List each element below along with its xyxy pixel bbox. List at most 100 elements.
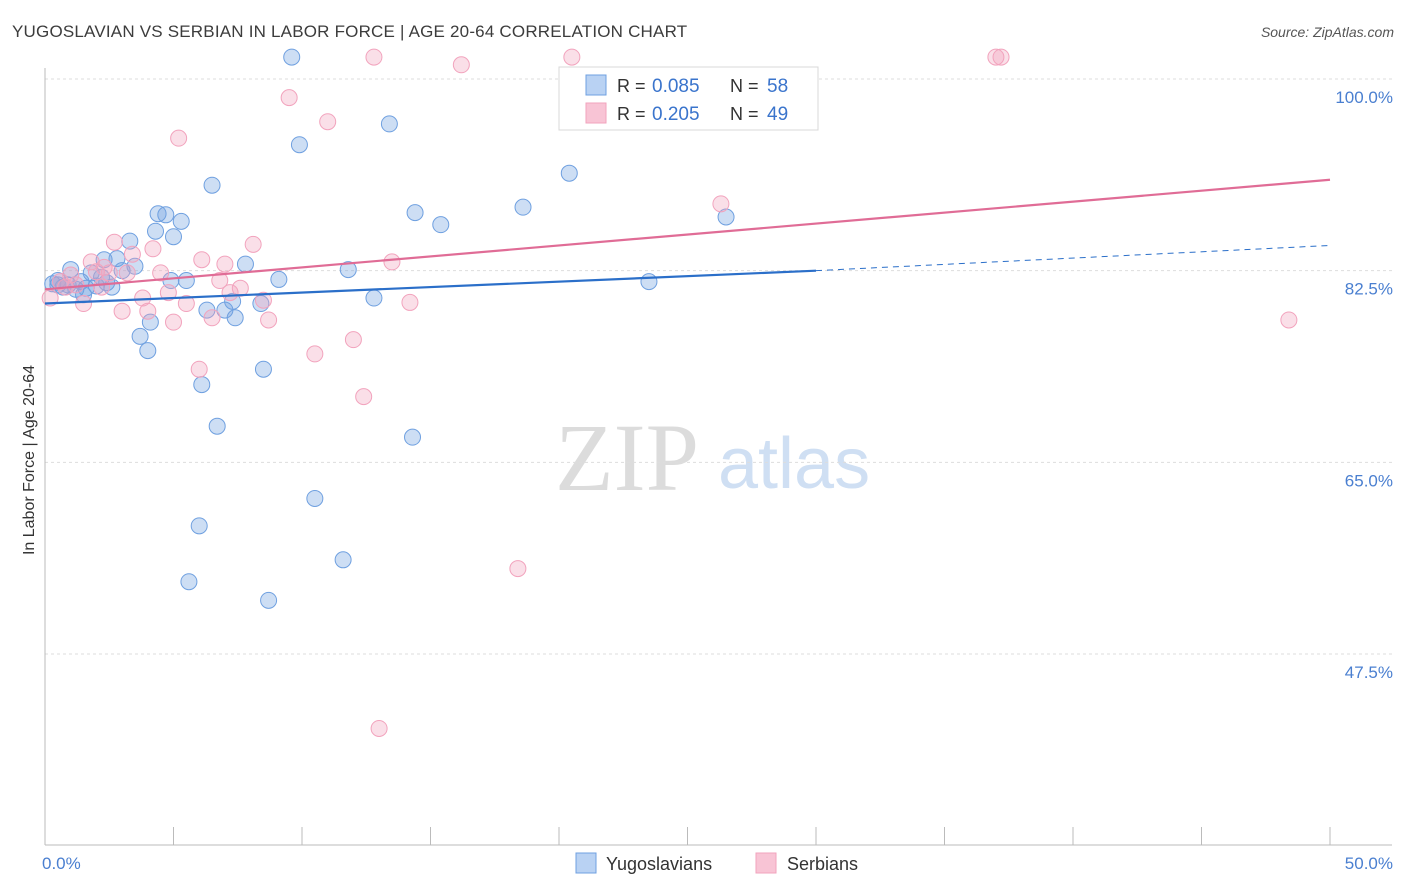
point-yugoslavians xyxy=(180,573,198,591)
bottom-legend-label-serbians: Serbians xyxy=(787,854,858,874)
point-serbians xyxy=(509,560,527,578)
point-yugoslavians xyxy=(165,228,182,246)
point-serbians xyxy=(383,253,401,271)
legend-swatch-serbians xyxy=(585,102,607,124)
point-serbians xyxy=(144,240,162,258)
point-serbians xyxy=(987,48,1005,66)
chart-source: Source: ZipAtlas.com xyxy=(1260,24,1394,40)
series-legend: Yugoslavians Serbians xyxy=(575,852,858,874)
point-serbians xyxy=(87,263,105,281)
point-yugoslavians xyxy=(226,309,244,327)
point-yugoslavians xyxy=(252,295,270,313)
point-yugoslavians xyxy=(365,289,383,307)
point-serbians xyxy=(67,276,85,294)
point-serbians xyxy=(100,264,118,282)
bottom-legend-label-yugoslavians: Yugoslavians xyxy=(606,854,712,874)
point-serbians xyxy=(712,195,730,213)
point-serbians xyxy=(118,264,136,282)
point-yugoslavians xyxy=(283,48,301,66)
legend-n-value-yugoslavians: 58 xyxy=(767,76,788,97)
legend-r-value-yugoslavians: 0.085 xyxy=(652,76,700,97)
watermark-zip: ZIP xyxy=(555,404,699,511)
x-axis-ticks xyxy=(173,827,1331,845)
scatter-points xyxy=(41,48,1298,737)
stats-legend: R = 0.085 N = 58 R = 0.205 N = 49 xyxy=(558,66,819,131)
point-yugoslavians xyxy=(270,270,288,288)
point-serbians xyxy=(193,251,211,269)
point-yugoslavians xyxy=(131,327,149,345)
legend-swatch-yugoslavians xyxy=(585,74,607,96)
point-yugoslavians xyxy=(339,261,357,279)
legend-r-label-2: R = xyxy=(617,104,646,124)
point-serbians xyxy=(190,360,208,378)
point-serbians xyxy=(177,295,195,313)
trend-lines xyxy=(44,178,1331,305)
point-serbians xyxy=(452,56,470,74)
point-yugoslavians xyxy=(254,360,272,378)
point-yugoslavians xyxy=(141,313,159,331)
x-tick-labels: 0.0% 50.0% xyxy=(42,854,1393,873)
y-tick-label: 82.5% xyxy=(1345,280,1393,299)
point-yugoslavians xyxy=(404,428,422,446)
point-serbians xyxy=(105,233,123,251)
point-serbians xyxy=(306,345,324,363)
point-yugoslavians xyxy=(380,115,398,133)
point-yugoslavians xyxy=(203,176,221,194)
point-serbians xyxy=(401,293,419,311)
point-serbians xyxy=(260,311,278,329)
trend-line-yugoslavians-extension xyxy=(815,244,1331,272)
point-yugoslavians xyxy=(334,551,352,569)
y-tick-labels: 100.0% 82.5% 65.0% 47.5% xyxy=(1335,88,1393,682)
point-yugoslavians xyxy=(406,204,424,222)
point-serbians xyxy=(165,313,182,331)
point-yugoslavians xyxy=(306,489,324,507)
y-axis-title: In Labor Force | Age 20-64 xyxy=(21,365,38,555)
point-serbians xyxy=(93,278,111,296)
x-tick-label: 50.0% xyxy=(1345,854,1393,873)
point-serbians xyxy=(75,295,93,313)
y-tick-label: 65.0% xyxy=(1345,471,1393,490)
bottom-legend-swatch-yugoslavians xyxy=(575,852,597,874)
legend-r-value-serbians: 0.205 xyxy=(652,104,700,125)
point-serbians xyxy=(344,331,362,349)
point-yugoslavians xyxy=(172,212,190,230)
point-serbians xyxy=(1280,311,1298,329)
point-serbians xyxy=(254,291,272,309)
watermark-atlas: atlas xyxy=(718,424,870,504)
point-serbians xyxy=(319,113,337,131)
point-serbians xyxy=(365,48,383,66)
point-serbians xyxy=(152,264,170,282)
point-yugoslavians xyxy=(290,136,308,154)
point-yugoslavians xyxy=(177,272,195,290)
point-yugoslavians xyxy=(121,232,139,250)
point-serbians xyxy=(82,253,100,271)
point-yugoslavians xyxy=(157,206,175,224)
point-serbians xyxy=(211,272,229,290)
point-yugoslavians xyxy=(717,208,735,226)
legend-r-label-1: R = xyxy=(617,76,646,96)
point-yugoslavians xyxy=(640,273,658,291)
gridlines xyxy=(45,78,1392,655)
legend-n-label-1: N = xyxy=(730,76,759,96)
point-yugoslavians xyxy=(236,255,254,273)
x-tick-label: 0.0% xyxy=(42,854,81,873)
point-serbians xyxy=(62,266,80,284)
point-serbians xyxy=(216,255,234,273)
trend-line-serbians xyxy=(44,178,1331,291)
legend-n-label-2: N = xyxy=(730,104,759,124)
point-serbians xyxy=(355,388,373,406)
point-serbians xyxy=(280,89,298,107)
point-yugoslavians xyxy=(193,376,211,394)
legend-n-value-serbians: 49 xyxy=(767,104,788,125)
point-yugoslavians xyxy=(147,222,165,240)
y-tick-label: 47.5% xyxy=(1345,663,1393,682)
trend-line-yugoslavians xyxy=(44,269,817,305)
y-tick-label: 100.0% xyxy=(1335,88,1393,107)
point-yugoslavians xyxy=(139,342,157,360)
point-serbians xyxy=(231,279,249,297)
point-serbians xyxy=(139,302,157,320)
point-serbians xyxy=(203,309,221,327)
point-yugoslavians xyxy=(514,198,532,216)
point-yugoslavians xyxy=(432,216,450,234)
